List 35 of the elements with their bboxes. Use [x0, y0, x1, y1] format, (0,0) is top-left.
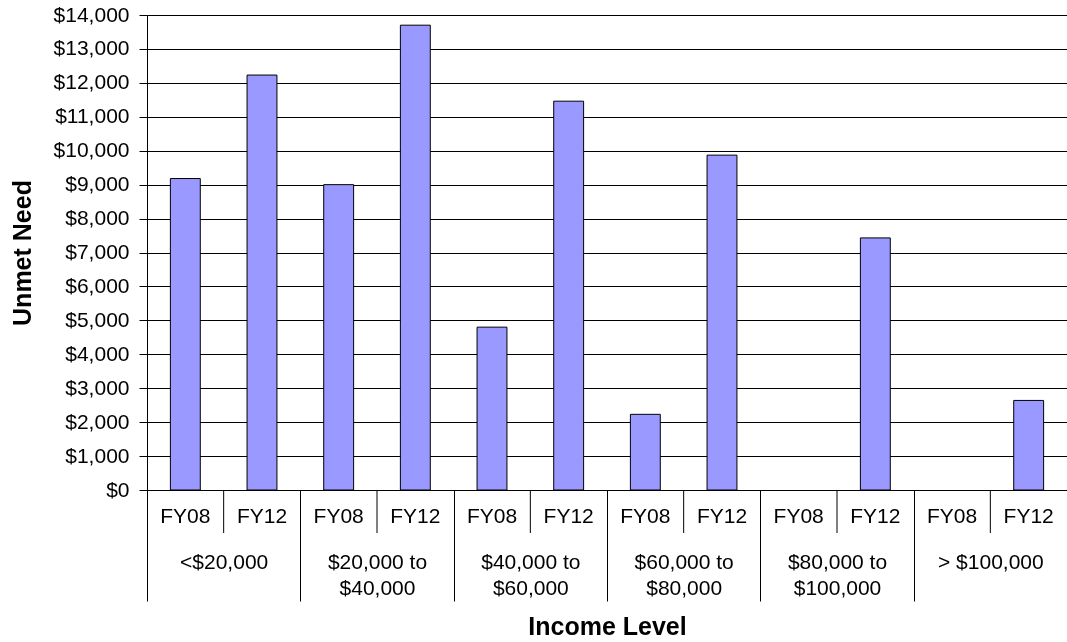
y-tick-label: $0 [106, 477, 130, 501]
series-label: FY08 [313, 504, 364, 527]
text: FY12 [543, 504, 594, 527]
text: FY12 [390, 504, 441, 527]
y-tick-label: $12,000 [53, 70, 130, 94]
y-tick-label: $8,000 [65, 206, 130, 230]
x-tick-label: <$20,000 [180, 549, 269, 573]
y-tick-label: $14,000 [53, 2, 130, 26]
x-tick-label: $40,000 to $60,000 [481, 549, 581, 599]
y-tick-label: $10,000 [53, 138, 130, 162]
y-tick-label: $3,000 [65, 375, 130, 399]
text: FY08 [773, 504, 824, 527]
x-tick-label: $60,000 to $80,000 [634, 549, 734, 599]
legend-label: FY12 [236, 504, 288, 527]
text: FY08 [466, 504, 518, 527]
y-tick-label: $2,000 [65, 409, 130, 433]
x-tick-label: $80,000 to $100,000 [787, 549, 888, 599]
x-tick-label: $20,000 to $40,000 [327, 549, 428, 599]
text: FY08 [926, 504, 978, 527]
y-tick-label: $13,000 [53, 36, 130, 60]
text: FY08 [620, 504, 671, 527]
y-tick-label: $6,000 [65, 273, 130, 297]
text: FY12 [696, 504, 748, 527]
y-tick-label: $11,000 [55, 104, 130, 128]
y-tick-label: $9,000 [65, 172, 130, 196]
x-tick-label: > $100,000 [937, 549, 1044, 573]
text: FY12 [1003, 504, 1054, 527]
x-axis-title: Income Level [528, 611, 687, 640]
text: FY12 [850, 504, 901, 527]
y-tick-label: $5,000 [65, 307, 130, 331]
y-tick-label: $4,000 [65, 341, 130, 365]
y-axis-title: Unmet Need [7, 180, 36, 326]
y-tick-label: $1,000 [65, 443, 130, 467]
text: FY08 [160, 504, 211, 527]
y-tick-label: $7,000 [65, 240, 130, 263]
